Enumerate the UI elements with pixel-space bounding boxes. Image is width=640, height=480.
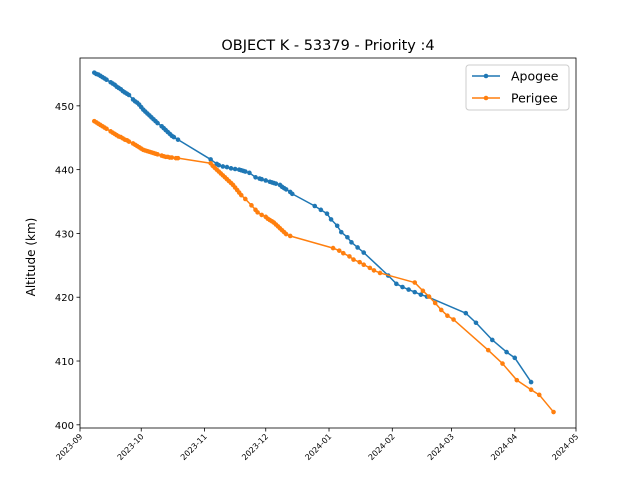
data-point-apogee-52 xyxy=(259,176,264,182)
data-point-perigee-81 xyxy=(412,280,418,285)
data-point-perigee-91 xyxy=(528,387,534,393)
data-point-apogee-68 xyxy=(334,223,340,229)
data-point-perigee-85 xyxy=(438,307,444,313)
data-point-apogee-66 xyxy=(324,211,330,216)
data-point-apogee-75 xyxy=(394,281,399,287)
data-point-apogee-86 xyxy=(528,379,534,385)
data-point-apogee-44 xyxy=(232,166,238,172)
legend: Apogee Perigee xyxy=(465,64,570,111)
data-point-apogee-40 xyxy=(216,162,222,168)
y-axis-label: Altitude (km) xyxy=(24,218,38,297)
series-apogee xyxy=(91,70,534,385)
data-point-apogee-61 xyxy=(283,187,289,192)
data-point-apogee-6 xyxy=(104,77,109,82)
data-point-apogee-71 xyxy=(349,240,354,245)
y-tick-label-440: 440 xyxy=(55,166,74,177)
legend-swatch-marker-perigee xyxy=(483,95,489,101)
data-point-perigee-73 xyxy=(341,250,346,256)
data-point-apogee-65 xyxy=(318,207,324,213)
data-point-perigee-84 xyxy=(432,300,438,306)
series-perigee xyxy=(91,118,556,415)
data-point-apogee-57 xyxy=(273,181,279,186)
data-point-perigee-75 xyxy=(351,257,356,262)
y-tick-label-400: 400 xyxy=(55,421,74,432)
data-point-perigee-80 xyxy=(377,270,383,276)
data-point-perigee-77 xyxy=(361,262,367,267)
data-point-apogee-67 xyxy=(328,217,334,222)
data-point-apogee-82 xyxy=(473,320,479,326)
data-point-perigee-58 xyxy=(259,212,264,218)
data-point-apogee-37 xyxy=(175,137,181,142)
legend-swatch-marker-apogee xyxy=(483,73,489,79)
data-point-apogee-29 xyxy=(155,120,160,126)
data-point-apogee-77 xyxy=(406,287,411,292)
data-point-apogee-16 xyxy=(126,92,132,98)
data-point-perigee-86 xyxy=(445,313,450,319)
data-point-apogee-79 xyxy=(418,292,424,297)
data-point-apogee-64 xyxy=(312,203,318,209)
data-point-perigee-74 xyxy=(347,254,352,259)
data-point-perigee-35 xyxy=(169,155,175,160)
data-point-perigee-93 xyxy=(551,409,556,415)
data-point-perigee-55 xyxy=(249,203,254,208)
data-point-perigee-16 xyxy=(126,139,132,144)
data-point-apogee-36 xyxy=(171,134,177,140)
data-point-perigee-70 xyxy=(287,233,293,239)
data-point-perigee-82 xyxy=(420,288,426,294)
data-point-apogee-41 xyxy=(220,164,226,169)
y-tick-label-450: 450 xyxy=(55,102,74,113)
data-point-perigee-88 xyxy=(485,347,491,353)
y-tick-label-430: 430 xyxy=(55,229,74,240)
chart-title: OBJECT K - 53379 - Priority :4 xyxy=(221,38,434,54)
data-point-apogee-70 xyxy=(345,234,350,240)
data-point-perigee-83 xyxy=(426,294,432,299)
data-point-apogee-83 xyxy=(490,337,495,343)
data-point-apogee-69 xyxy=(338,229,344,235)
data-point-apogee-63 xyxy=(289,191,295,197)
data-point-perigee-53 xyxy=(238,192,244,198)
data-point-perigee-72 xyxy=(336,248,342,253)
y-tick-label-420: 420 xyxy=(55,293,74,304)
data-point-perigee-71 xyxy=(330,245,336,251)
data-point-apogee-78 xyxy=(412,289,418,295)
data-point-perigee-78 xyxy=(367,265,373,271)
data-point-perigee-76 xyxy=(357,259,362,265)
data-point-apogee-72 xyxy=(355,245,360,250)
data-point-apogee-49 xyxy=(247,170,252,176)
data-point-perigee-29 xyxy=(155,152,160,157)
data-point-perigee-79 xyxy=(371,268,377,273)
series-layer xyxy=(91,70,556,415)
data-point-perigee-89 xyxy=(500,361,505,366)
data-point-apogee-76 xyxy=(400,284,405,290)
data-point-apogee-84 xyxy=(504,349,509,355)
data-point-apogee-42 xyxy=(224,164,230,170)
data-point-perigee-37 xyxy=(175,155,181,161)
data-point-perigee-87 xyxy=(451,317,456,322)
data-point-apogee-81 xyxy=(463,310,469,316)
data-point-apogee-85 xyxy=(512,355,518,361)
data-point-apogee-50 xyxy=(253,174,258,180)
data-point-apogee-38 xyxy=(208,157,213,162)
data-point-perigee-69 xyxy=(283,231,289,237)
data-point-apogee-53 xyxy=(263,178,269,183)
data-point-perigee-57 xyxy=(255,210,260,215)
data-point-perigee-6 xyxy=(104,126,109,132)
data-point-perigee-90 xyxy=(514,377,520,383)
data-point-apogee-48 xyxy=(243,169,248,174)
y-tick-label-410: 410 xyxy=(55,357,74,368)
data-point-perigee-92 xyxy=(536,392,542,398)
legend-label-apogee: Apogee xyxy=(511,69,559,84)
data-point-apogee-73 xyxy=(361,250,367,255)
plot-frame xyxy=(79,57,577,429)
data-point-perigee-54 xyxy=(243,196,248,202)
data-point-apogee-43 xyxy=(228,166,234,171)
legend-label-perigee: Perigee xyxy=(511,91,558,106)
